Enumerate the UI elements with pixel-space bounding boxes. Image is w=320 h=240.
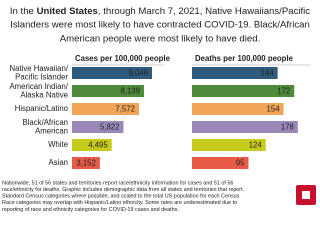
value-label: 3,152: [76, 159, 96, 168]
bar: [192, 85, 295, 97]
category-label: American: [35, 126, 68, 135]
footnote: race/ethnicity for deaths. Graphic inclu…: [2, 187, 244, 193]
panel-header: Cases per 100,000 people: [75, 54, 171, 63]
category-label: Alaska Native: [20, 90, 68, 99]
value-label: 4,495: [88, 141, 108, 150]
footnote: Race categories may overlap with Hispani…: [2, 200, 237, 206]
footnote: reporting of race and ethnicity categori…: [2, 207, 179, 213]
value-label: 95: [236, 159, 245, 168]
chart-title: Islanders were most likely to have contr…: [10, 20, 310, 31]
category-label: White: [48, 140, 68, 149]
value-label: 9,046: [128, 69, 148, 78]
footnote: Nationwide, 51 of 56 states and territor…: [2, 180, 233, 186]
value-label: 5,822: [100, 123, 120, 132]
value-label: 144: [261, 69, 275, 78]
category-label: Hispanic/Latino: [15, 104, 69, 113]
logo-mark: [302, 191, 310, 199]
title-text: United States: [37, 6, 98, 17]
chart-title: American people were most likely to have…: [60, 34, 261, 45]
bar: [192, 121, 298, 133]
value-label: 8,139: [120, 87, 140, 96]
value-label: 154: [267, 105, 281, 114]
chart-title: In the United States, through March 7, 2…: [10, 6, 310, 17]
category-label: Pacific Islander: [15, 72, 68, 81]
bar: [72, 67, 152, 79]
bar: [192, 139, 266, 151]
value-label: 178: [281, 123, 294, 132]
bar: [72, 121, 124, 133]
bar: [72, 85, 144, 97]
footnote: Standard Census categories where possibl…: [2, 194, 240, 200]
category-label: Black/African: [23, 118, 69, 127]
category-label: Native Hawaiian/: [9, 64, 68, 73]
bar: [192, 67, 278, 79]
bar: [72, 157, 100, 169]
value-label: 172: [277, 87, 290, 96]
category-label: Asian: [48, 158, 68, 167]
category-label: American Indian/: [9, 82, 68, 91]
value-label: 124: [249, 141, 263, 150]
chart: In the United States, through March 7, 2…: [2, 6, 316, 213]
bar: [72, 103, 139, 115]
bar: [192, 103, 284, 115]
title-text: In the: [10, 6, 37, 17]
panel-header: Deaths per 100,000 people: [195, 54, 294, 63]
value-label: 7,572: [115, 105, 135, 114]
bar: [72, 139, 112, 151]
title-text: , through March 7, 2021, Native Hawaiian…: [98, 6, 310, 17]
bar: [192, 157, 249, 169]
